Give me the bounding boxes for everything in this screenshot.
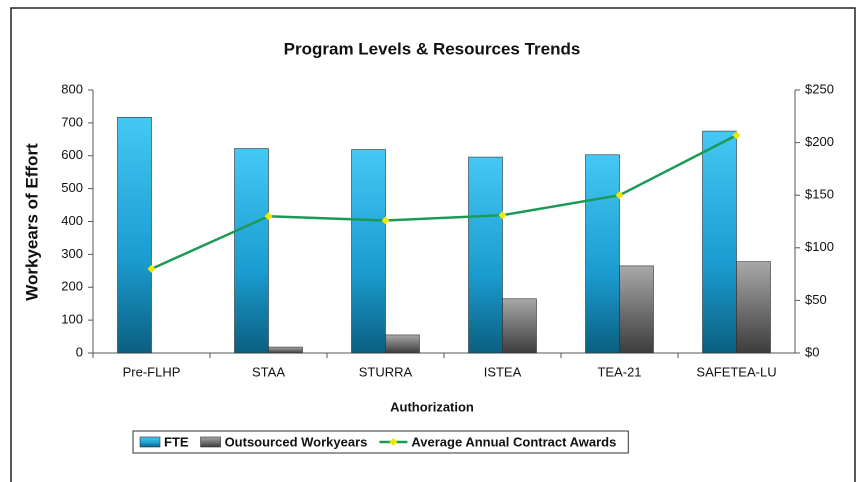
bar — [351, 149, 386, 354]
legend-label: Average Annual Contract Awards — [411, 434, 616, 449]
bar — [585, 154, 620, 354]
x-tick-label: ISTEA — [484, 364, 522, 379]
bar — [736, 261, 771, 354]
y-tick-label: 100 — [61, 312, 83, 327]
frame — [10, 7, 856, 482]
y2-tick-label: $100 — [805, 239, 834, 254]
chart-title: Program Levels & Resources Trends — [284, 39, 581, 58]
y-tick-label: 0 — [76, 344, 83, 359]
line-marker — [381, 216, 390, 225]
y-axis-label: Workyears of Effort — [22, 143, 41, 301]
x-tick-label: Pre-FLHP — [123, 364, 181, 379]
y-tick-label: 700 — [61, 114, 83, 129]
x-tick-label: SAFETEA-LU — [696, 364, 776, 379]
line-marker — [615, 191, 624, 200]
x-axis-label: Authorization — [390, 399, 474, 414]
line-marker — [732, 131, 741, 140]
bar — [385, 334, 420, 354]
y-tick-label: 400 — [61, 213, 83, 228]
bar — [468, 156, 503, 354]
legend-label: Outsourced Workyears — [225, 434, 368, 449]
bar — [619, 265, 654, 354]
legend-swatch — [200, 436, 221, 448]
bar — [502, 298, 537, 354]
y2-tick-label: $50 — [805, 292, 827, 307]
legend-swatch — [139, 436, 161, 448]
y2-tick-label: $0 — [805, 344, 819, 359]
line-marker — [498, 211, 507, 220]
x-tick-label: TEA-21 — [597, 364, 641, 379]
y-tick-label: 500 — [61, 180, 83, 195]
legend: FTE Outsourced Workyears Average Annual Co… — [132, 430, 629, 454]
y-tick-label: 600 — [61, 147, 83, 162]
y2-tick-label: $250 — [805, 81, 834, 96]
bar — [117, 116, 152, 354]
line-marker — [147, 264, 156, 273]
y-tick-label: 200 — [61, 279, 83, 294]
line-series — [150, 134, 738, 270]
bar — [268, 346, 303, 354]
legend-marker — [389, 438, 398, 446]
x-tick-label: STURRA — [359, 364, 413, 379]
y2-tick-label: $150 — [805, 187, 834, 202]
line-marker — [264, 212, 273, 221]
x-tick-label: STAA — [252, 364, 285, 379]
legend-label: FTE — [164, 434, 189, 449]
y-tick-label: 800 — [61, 81, 83, 96]
bar — [234, 148, 269, 354]
y-tick-label: 300 — [61, 246, 83, 261]
bar — [702, 130, 737, 354]
y2-tick-label: $200 — [805, 134, 834, 149]
